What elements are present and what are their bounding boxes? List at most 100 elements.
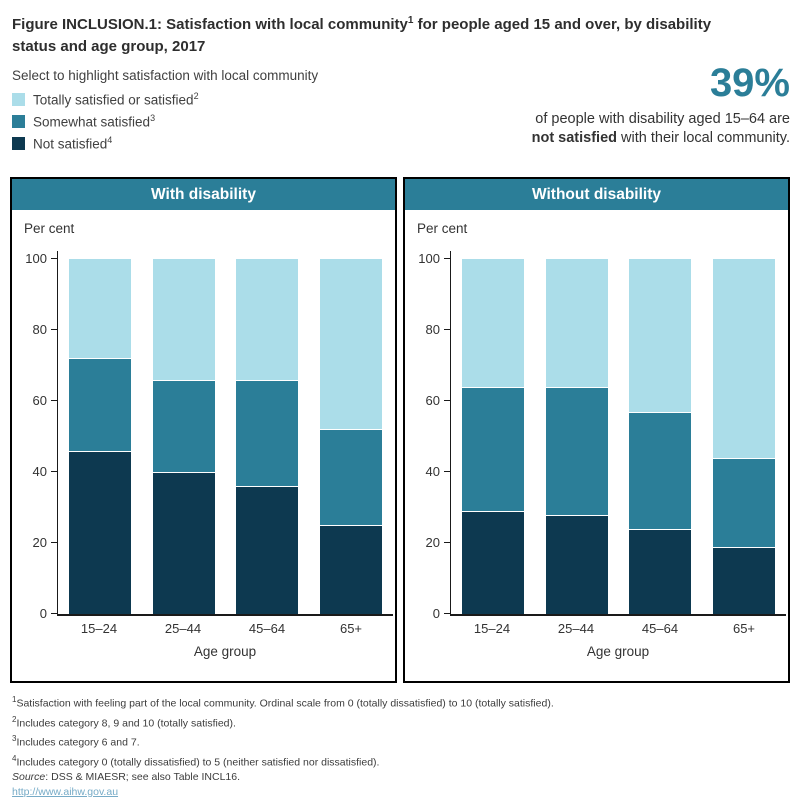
y-tick-mark	[51, 470, 57, 472]
page-title: Figure INCLUSION.1: Satisfaction with lo…	[12, 10, 742, 58]
y-tick-label: 100	[418, 251, 440, 266]
chart-panels: With disability Per cent 0 20 40 60 80 100 15…	[10, 177, 790, 683]
y-tick-mark	[444, 470, 450, 472]
bar-band	[451, 251, 535, 614]
callout-bold: not satisfied	[531, 130, 618, 146]
y-tick-label: 80	[32, 322, 47, 337]
bar-band	[702, 251, 786, 614]
legend-items: Totally satisfied or satisfied2 Somewhat …	[12, 88, 318, 154]
legend-item-2[interactable]: Not satisfied4	[12, 132, 318, 154]
chart-panel-without-disability: Without disability Per cent 0 20 40 60 80 100…	[403, 177, 790, 683]
footnote: 4Includes category 0 (totally dissatisfi…	[12, 753, 380, 769]
footnote: 3Includes category 6 and 7.	[12, 734, 140, 749]
y-tick-label: 100	[25, 251, 47, 266]
bar-segment[interactable]	[320, 429, 383, 525]
y-tick-mark	[51, 612, 57, 614]
x-axis-title: Age group	[193, 644, 257, 659]
stacked-bar-15–24	[68, 259, 131, 614]
stacked-bar-65+	[320, 259, 383, 614]
bar-segment[interactable]	[152, 472, 215, 614]
y-tick-label: 80	[425, 322, 440, 337]
bar-segment[interactable]	[545, 387, 608, 515]
footnotes: 1Satisfaction with feeling part of the l…	[12, 692, 788, 800]
bar-segment[interactable]	[461, 511, 524, 614]
legend: Select to highlight satisfaction with lo…	[12, 68, 318, 154]
x-tick-label: 45–64	[248, 621, 286, 636]
x-axis-labels: 15–24 25–44 45–64 65+	[450, 621, 786, 636]
bar-segment[interactable]	[236, 380, 299, 486]
source-line: Source: DSS & MIAESR; see also Table INC…	[12, 770, 788, 785]
bar-segment[interactable]	[545, 515, 608, 614]
y-tick-label: 40	[425, 464, 440, 479]
y-tick-mark	[444, 541, 450, 543]
y-tick-mark	[51, 399, 57, 401]
bar-segment[interactable]	[68, 358, 131, 451]
legend-item-0[interactable]: Totally satisfied or satisfied2	[12, 88, 318, 110]
bar-segment[interactable]	[320, 525, 383, 614]
source-text: : DSS & MIAESR; see also Table INCL16.	[45, 771, 241, 783]
x-axis-title: Age group	[586, 644, 650, 659]
x-axis-labels: 15–24 25–44 45–64 65+	[57, 621, 393, 636]
bar-segment[interactable]	[713, 259, 776, 458]
bar-segment[interactable]	[320, 259, 383, 429]
callout-text: of people with disability aged 15–64 are…	[532, 110, 790, 148]
bar-segment[interactable]	[152, 380, 215, 472]
y-tick-label: 0	[432, 606, 440, 621]
bar-segment[interactable]	[461, 387, 524, 511]
y-axis: 0 20 40 60 80 100	[12, 251, 57, 621]
bar-band	[535, 251, 619, 614]
bar-segment[interactable]	[629, 259, 692, 412]
legend-title: Select to highlight satisfaction with lo…	[12, 68, 319, 83]
stacked-bar-65+	[713, 259, 776, 614]
legend-swatch-icon	[12, 92, 25, 106]
callout-value: 39%	[709, 61, 790, 105]
bar-segment[interactable]	[461, 259, 524, 387]
bar-segment[interactable]	[629, 529, 692, 614]
legend-swatch-icon	[12, 114, 25, 128]
bar-segment[interactable]	[152, 259, 215, 380]
x-tick-label: 65+	[339, 621, 363, 636]
bar-band	[619, 251, 703, 614]
y-tick-mark	[444, 399, 450, 401]
stacked-bar-45–64	[236, 259, 299, 614]
x-tick-label: 25–44	[557, 621, 595, 636]
y-tick-label: 60	[32, 393, 47, 408]
bar-segment[interactable]	[68, 451, 131, 614]
y-axis-title: Per cent	[417, 221, 468, 236]
legend-item-1[interactable]: Somewhat satisfied3	[12, 110, 318, 132]
bar-segment[interactable]	[713, 458, 776, 547]
y-tick-mark	[444, 612, 450, 614]
y-tick-mark	[51, 328, 57, 330]
x-tick-label: 65+	[732, 621, 756, 636]
legend-swatch-icon	[12, 136, 25, 150]
y-axis-title: Per cent	[24, 221, 75, 236]
y-tick-label: 20	[425, 535, 440, 550]
panel-header-without-disability: Without disability	[405, 179, 788, 210]
y-tick-label: 20	[32, 535, 47, 550]
bar-segment[interactable]	[545, 259, 608, 387]
bar-segment[interactable]	[68, 259, 131, 358]
plot-area	[450, 251, 786, 616]
callout: 39% of people with disability aged 15–64…	[532, 62, 790, 148]
footnote: 2Includes category 8, 9 and 10 (totally …	[12, 714, 236, 730]
bar-segment[interactable]	[629, 412, 692, 529]
y-tick-mark	[444, 257, 450, 259]
bar-segment[interactable]	[236, 259, 299, 380]
callout-rest: with their local community.	[617, 130, 790, 146]
stacked-bar-25–44	[152, 259, 215, 614]
aihw-link[interactable]: http://www.aihw.gov.au	[12, 786, 119, 798]
y-tick-label: 60	[425, 393, 440, 408]
y-tick-mark	[51, 257, 57, 259]
x-tick-label: 15–24	[80, 621, 118, 636]
bar-segment[interactable]	[713, 547, 776, 614]
bar-segment[interactable]	[236, 486, 299, 614]
footnote: 1Satisfaction with feeling part of the l…	[12, 695, 554, 710]
page-title-text-rest: for people aged 15 and over, by disabili…	[12, 16, 712, 55]
page-title-superscript: 1	[407, 15, 414, 26]
panel-header-with-disability: With disability	[12, 179, 395, 210]
page-title-text: Figure INCLUSION.1: Satisfaction with lo…	[12, 16, 408, 33]
bar-band	[142, 251, 226, 614]
bar-band	[58, 251, 142, 614]
header-zone: Figure INCLUSION.1: Satisfaction with lo…	[0, 0, 800, 177]
legend-label: Not satisfied4	[33, 134, 113, 152]
